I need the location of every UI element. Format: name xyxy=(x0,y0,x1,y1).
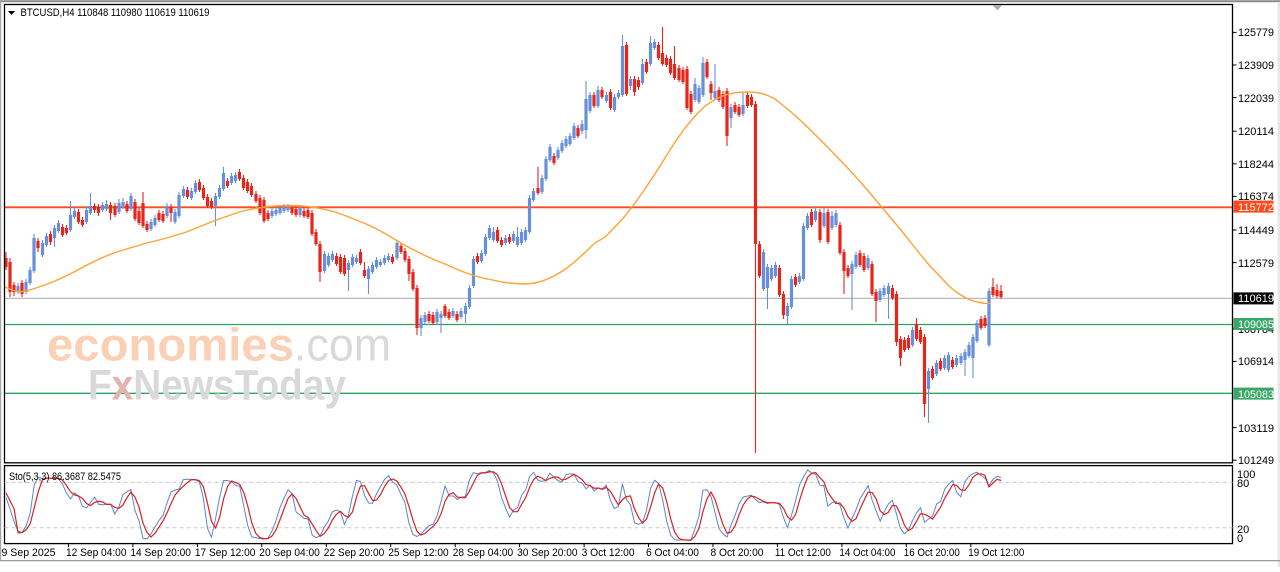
svg-text:122039: 122039 xyxy=(1238,93,1274,105)
svg-text:20 Sep 04:00: 20 Sep 04:00 xyxy=(259,547,320,559)
svg-text:FxNewsToday: FxNewsToday xyxy=(88,362,346,410)
svg-text:110619: 110619 xyxy=(1238,293,1274,305)
svg-text:22 Sep 20:00: 22 Sep 20:00 xyxy=(324,547,385,559)
svg-text:100: 100 xyxy=(1237,469,1255,481)
svg-text:116374: 116374 xyxy=(1238,191,1274,203)
svg-text:80: 80 xyxy=(1237,478,1249,490)
svg-text:115772: 115772 xyxy=(1238,202,1274,214)
svg-text:118244: 118244 xyxy=(1238,159,1274,171)
svg-text:20: 20 xyxy=(1237,524,1249,536)
svg-text:106914: 106914 xyxy=(1238,356,1274,368)
svg-text:123909: 123909 xyxy=(1238,60,1274,72)
svg-text:19 Oct 12:00: 19 Oct 12:00 xyxy=(968,547,1024,559)
svg-text:12 Sep 04:00: 12 Sep 04:00 xyxy=(66,547,127,559)
svg-text:8 Oct 20:00: 8 Oct 20:00 xyxy=(711,547,764,559)
svg-text:105083: 105083 xyxy=(1238,389,1274,401)
svg-text:103119: 103119 xyxy=(1238,423,1274,435)
svg-text:112579: 112579 xyxy=(1238,258,1274,270)
svg-text:114449: 114449 xyxy=(1238,225,1274,237)
svg-text:16 Oct 20:00: 16 Oct 20:00 xyxy=(904,547,960,559)
svg-text:BTCUSD,H4 110848 110980 11061: BTCUSD,H4 110848 110980 110619 110619 xyxy=(21,7,210,19)
svg-text:101249: 101249 xyxy=(1238,455,1274,467)
svg-text:30 Sep 20:00: 30 Sep 20:00 xyxy=(517,547,578,559)
svg-text:14 Oct 04:00: 14 Oct 04:00 xyxy=(839,547,895,559)
svg-text:0: 0 xyxy=(1237,533,1243,545)
svg-text:28 Sep 04:00: 28 Sep 04:00 xyxy=(453,547,514,559)
svg-text:economies: economies xyxy=(47,319,294,371)
svg-text:125779: 125779 xyxy=(1238,27,1274,39)
svg-text:.com: .com xyxy=(294,319,391,371)
svg-text:9 Sep 2025: 9 Sep 2025 xyxy=(2,547,56,559)
svg-text:6 Oct 04:00: 6 Oct 04:00 xyxy=(646,547,699,559)
svg-text:3 Oct 12:00: 3 Oct 12:00 xyxy=(582,547,635,559)
svg-text:25 Sep 12:00: 25 Sep 12:00 xyxy=(388,547,449,559)
svg-text:17 Sep 12:00: 17 Sep 12:00 xyxy=(195,547,256,559)
svg-text:109085: 109085 xyxy=(1238,319,1274,331)
svg-text:120114: 120114 xyxy=(1238,126,1274,138)
svg-text:14 Sep 20:00: 14 Sep 20:00 xyxy=(130,547,191,559)
svg-text:Sto(5,3,3) 86.3687 82.5475: Sto(5,3,3) 86.3687 82.5475 xyxy=(9,471,121,483)
svg-text:11 Oct 12:00: 11 Oct 12:00 xyxy=(775,547,831,559)
